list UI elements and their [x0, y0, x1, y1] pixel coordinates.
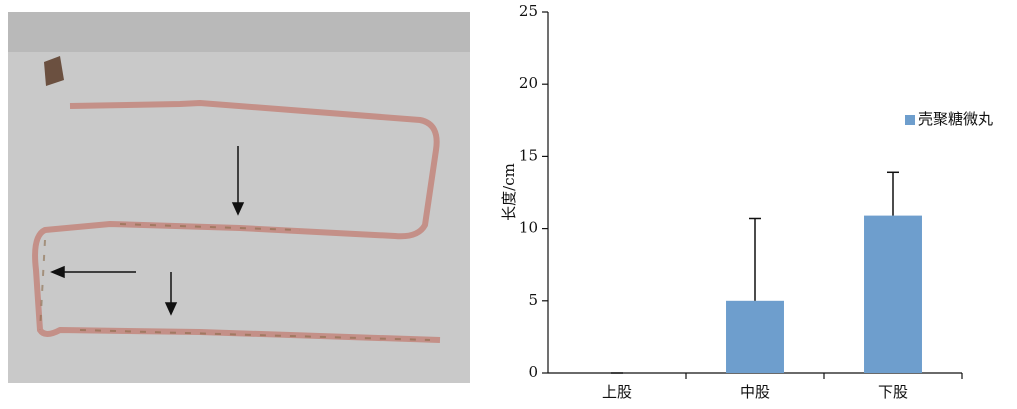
chart: 长度/cm 0 5 10 15 20 25 上股 中股 下股 壳聚糖微丸 — [500, 2, 993, 401]
y-tick-label: 5 — [528, 291, 538, 309]
y-tick-label: 10 — [519, 219, 538, 237]
x-tick-label: 中股 — [740, 383, 770, 401]
photo-shadow — [8, 12, 470, 52]
bar — [726, 301, 784, 373]
x-tick-label: 上股 — [602, 383, 632, 401]
y-tick-label: 25 — [519, 2, 538, 20]
legend-swatch — [905, 115, 915, 125]
legend-label: 壳聚糖微丸 — [918, 110, 993, 128]
y-tick-label: 20 — [519, 74, 538, 92]
error-bar — [887, 172, 899, 215]
x-tick-label: 下股 — [878, 383, 908, 401]
error-bar — [749, 218, 761, 300]
photo — [8, 12, 470, 383]
y-axis-label: 长度/cm — [500, 163, 518, 221]
y-tick-label: 15 — [519, 146, 538, 164]
bar — [864, 216, 922, 373]
figure: 长度/cm 0 5 10 15 20 25 上股 中股 下股 壳聚糖微丸 — [0, 0, 1017, 409]
y-tick-label: 0 — [528, 363, 538, 381]
